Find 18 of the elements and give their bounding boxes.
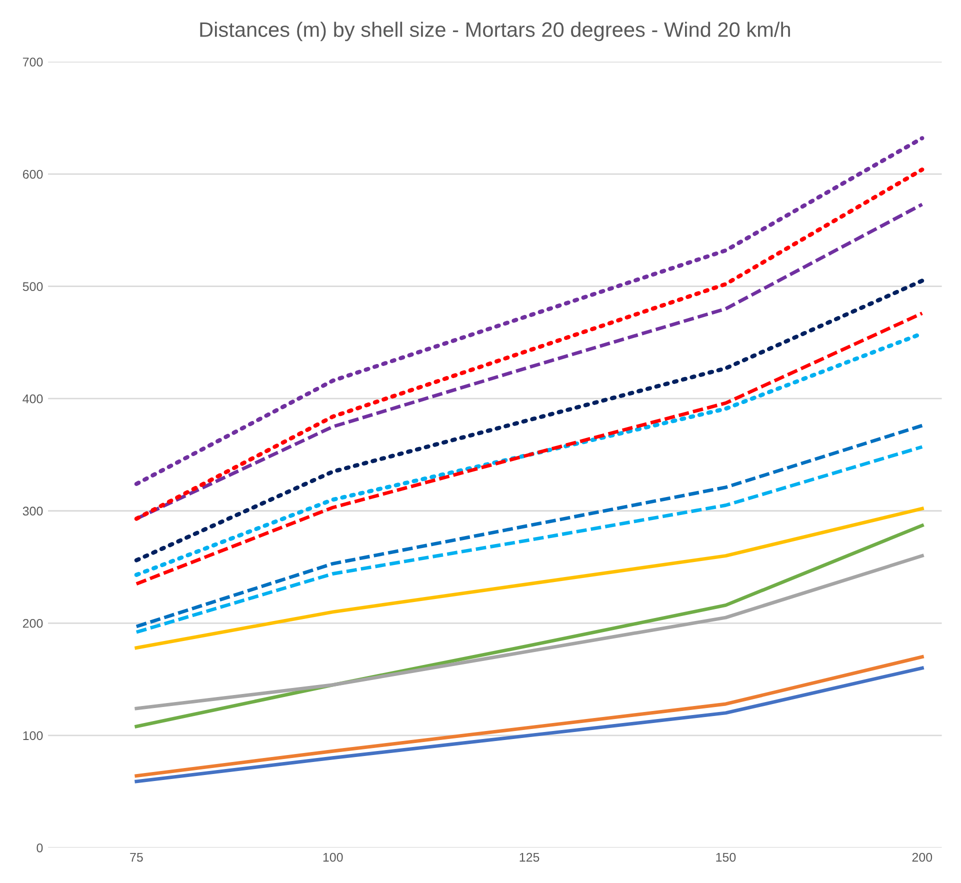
y-tick-label: 400 xyxy=(22,394,43,404)
line-series xyxy=(134,554,924,710)
y-tick-label: 500 xyxy=(22,282,43,291)
x-tick-label: 150 xyxy=(716,852,736,862)
line-series xyxy=(134,136,924,486)
chart-title: Distances (m) by shell size - Mortars 20 degrees - Wind 20 km/h xyxy=(200,22,790,42)
x-tick-label: 100 xyxy=(323,852,343,862)
line-series xyxy=(134,278,924,562)
x-tick-label: 75 xyxy=(130,853,143,862)
y-tick-label: 300 xyxy=(22,506,43,516)
y-tick-label: 600 xyxy=(22,170,43,179)
x-tick-label: 200 xyxy=(912,852,932,862)
y-tick-label: 100 xyxy=(23,731,43,740)
y-tick-label: 700 xyxy=(22,58,43,66)
line-series xyxy=(134,506,924,650)
y-tick-label: 0 xyxy=(36,843,43,852)
y-tick-label: 200 xyxy=(22,618,43,628)
x-tick-label: 125 xyxy=(520,852,540,862)
